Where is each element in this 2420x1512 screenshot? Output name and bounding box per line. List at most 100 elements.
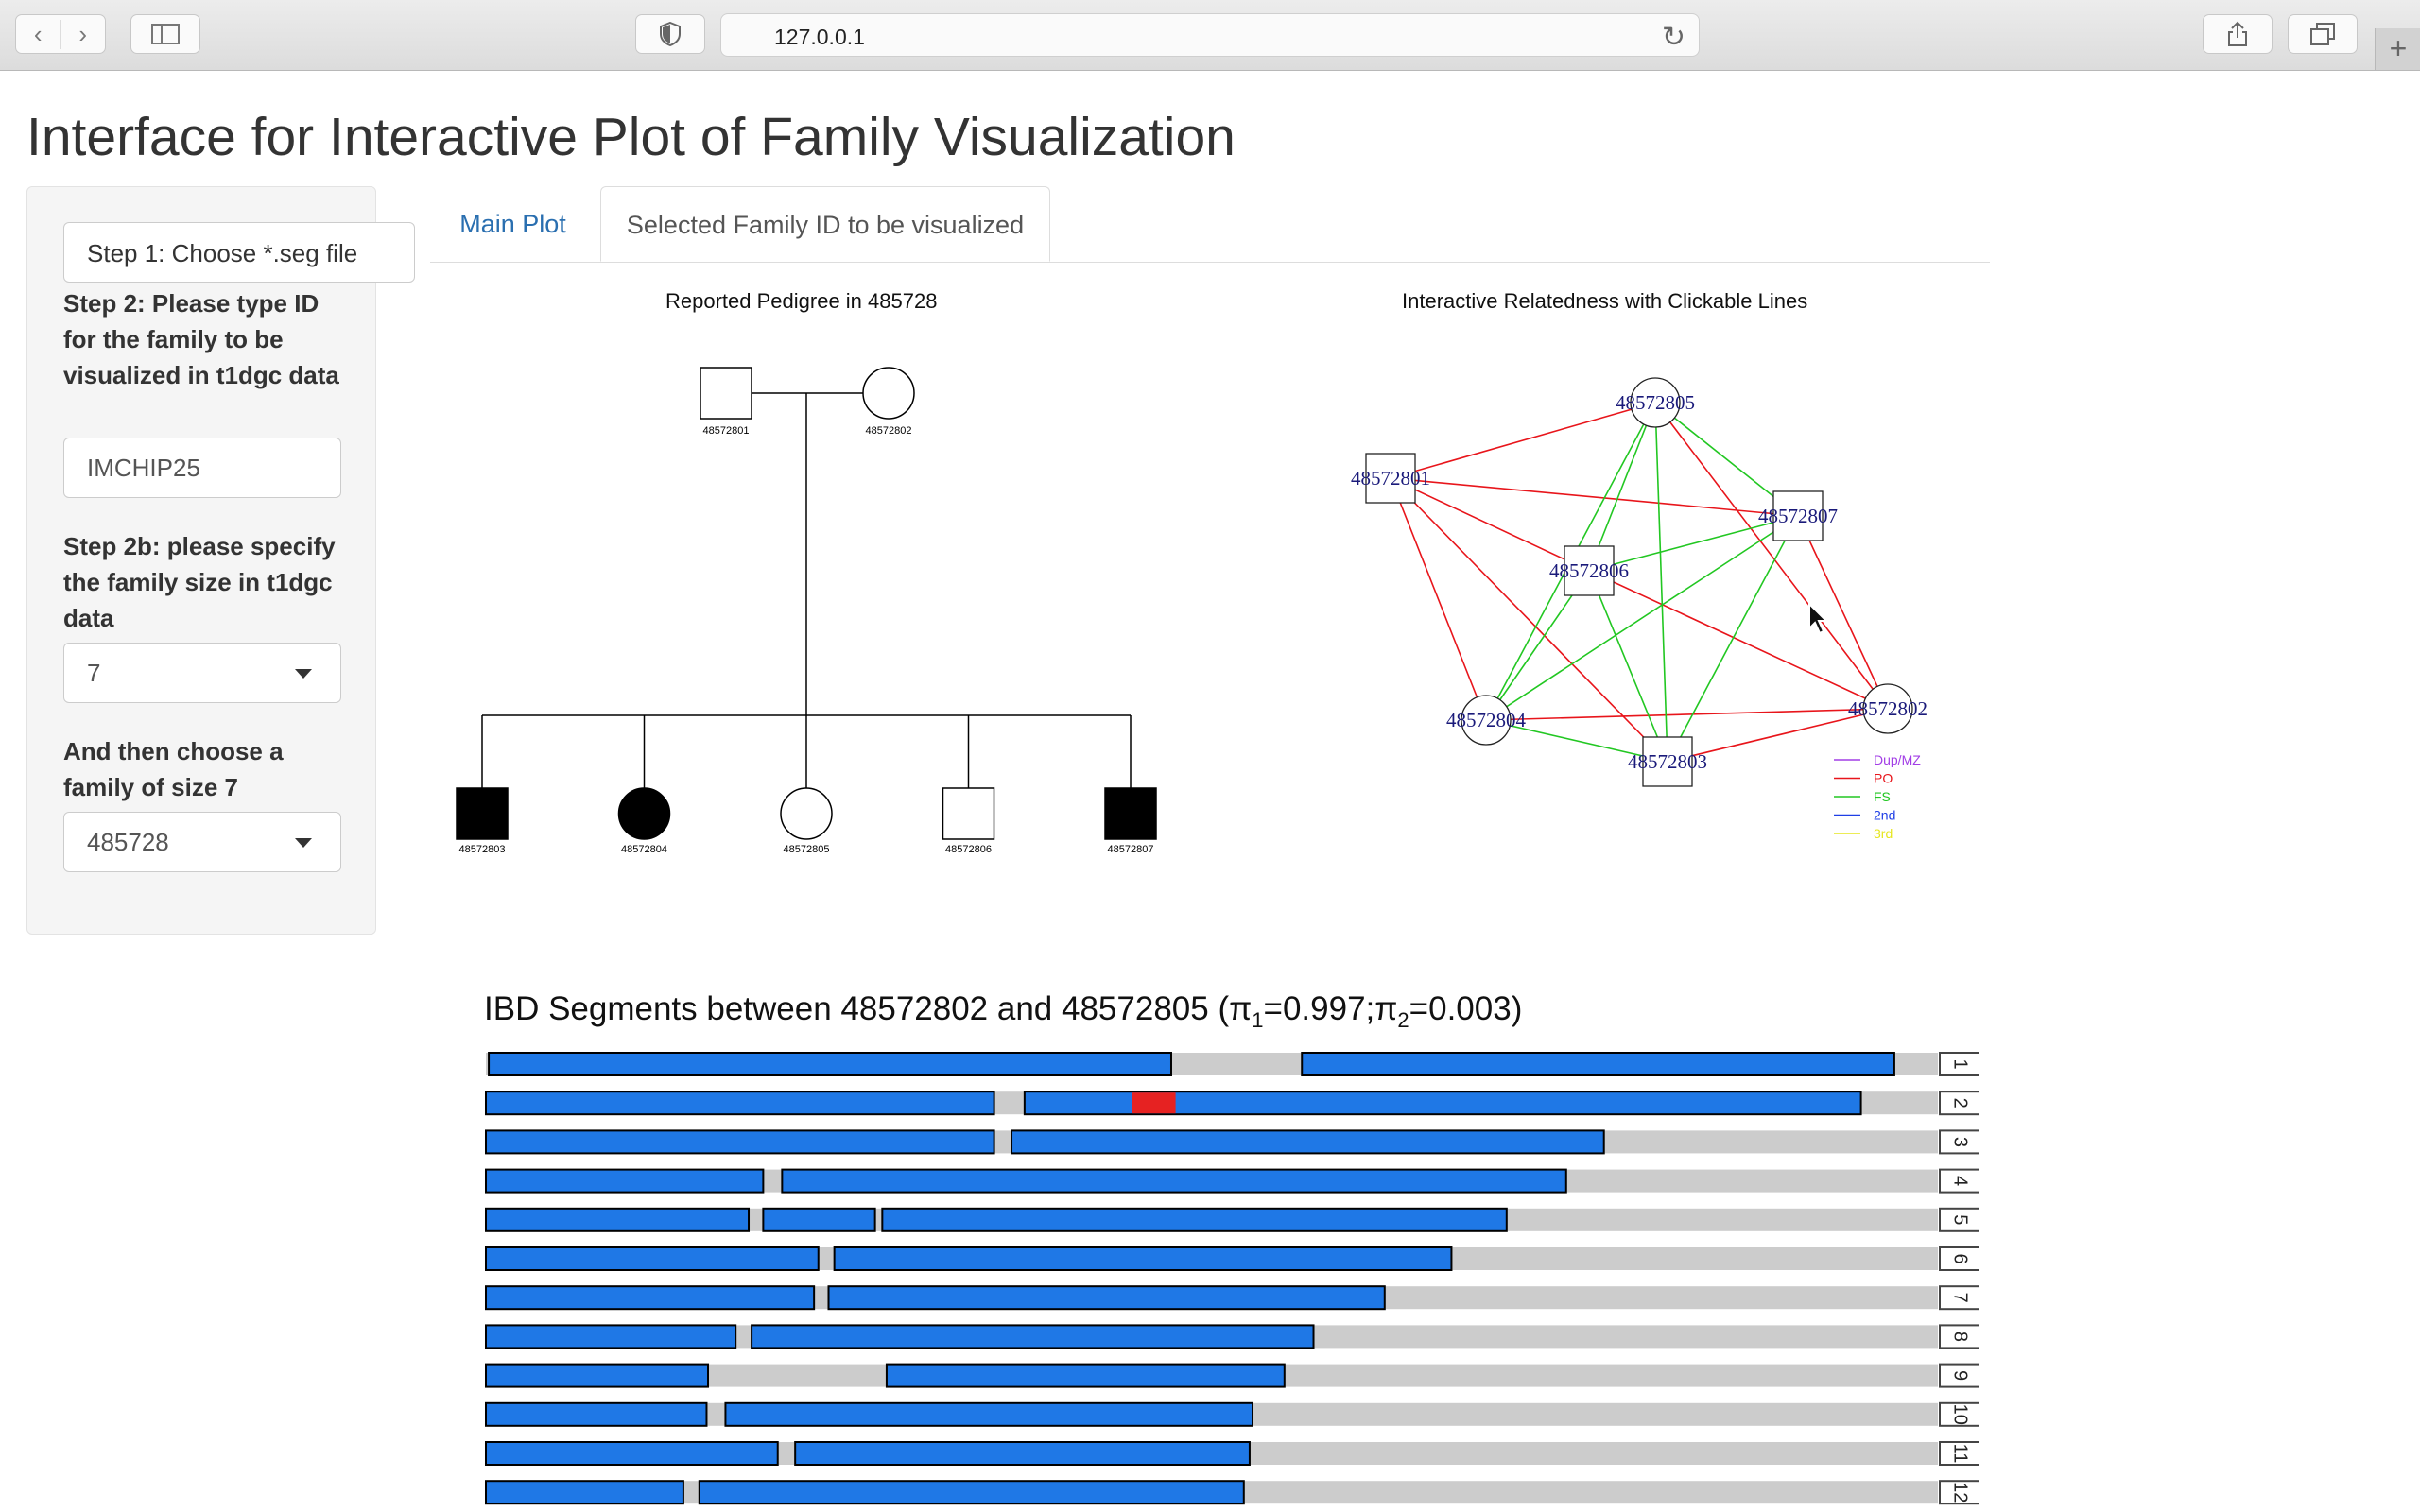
ibd1-segment xyxy=(762,1207,876,1232)
ibd1-segment xyxy=(485,1285,816,1311)
network-node-label: 48572803 xyxy=(1628,750,1707,773)
chromosome-number: 7 xyxy=(1950,1293,1971,1303)
family-size-select[interactable]: 7 xyxy=(63,643,341,703)
chromosome-label-box xyxy=(1939,1246,1979,1271)
pi2-subscript: 2 xyxy=(1397,1008,1409,1032)
mouse-cursor-icon xyxy=(1808,602,1829,635)
relatedness-edge xyxy=(1390,477,1668,763)
pi1-subscript: 1 xyxy=(1252,1008,1264,1032)
back-forward-group: ‹ › xyxy=(15,14,106,54)
choose-seg-file-button[interactable]: Step 1: Choose *.seg file xyxy=(63,222,415,283)
legend-label: 3rd xyxy=(1874,826,1893,841)
pedigree-plot: 48572801 48572802 48572803 48572804 48572805… xyxy=(456,367,1157,855)
relatedness-edge xyxy=(1654,402,1889,710)
ibd1-segment xyxy=(485,1091,995,1116)
ibd1-segment xyxy=(485,1129,995,1155)
pedigree-id-label: 48572806 xyxy=(945,844,992,855)
chromosome-number: 10 xyxy=(1950,1404,1971,1425)
network-node-48572801 xyxy=(1365,453,1416,504)
network-node-label: 48572807 xyxy=(1758,505,1838,527)
tabs-overview-button[interactable] xyxy=(2288,14,2358,54)
new-tab-button[interactable]: + xyxy=(2375,28,2420,70)
legend-label: FS xyxy=(1874,789,1891,804)
chromosome-number: 12 xyxy=(1950,1482,1971,1503)
ibd1-segment xyxy=(1011,1129,1605,1155)
relatedness-edge xyxy=(1390,477,1487,721)
relatedness-edge xyxy=(1797,515,1889,710)
chromosome-label-box xyxy=(1939,1441,1979,1466)
relatedness-edge xyxy=(1667,708,1889,763)
share-button[interactable] xyxy=(2203,14,2273,54)
url-text: 127.0.0.1 xyxy=(774,25,865,49)
tab-main-plot[interactable]: Main Plot xyxy=(459,210,566,238)
forward-icon[interactable]: › xyxy=(60,19,106,49)
pedigree-id-label: 48572802 xyxy=(866,425,912,437)
privacy-button[interactable] xyxy=(635,14,705,54)
pedigree-id-label: 48572807 xyxy=(1108,844,1154,855)
plus-icon: + xyxy=(2389,31,2408,65)
relatedness-edge xyxy=(1588,515,1799,572)
ibd1-segment xyxy=(485,1246,820,1271)
choose-family-label: And then choose a family of size 7 xyxy=(63,737,284,801)
relatedness-edge xyxy=(1390,477,1590,572)
ibd1-segment xyxy=(485,1168,765,1194)
relatedness-edge xyxy=(1588,570,1668,763)
network-node-48572804 xyxy=(1461,695,1512,746)
legend-label: 2nd xyxy=(1874,808,1895,823)
family-value: 485728 xyxy=(87,828,169,856)
network-node-48572805 xyxy=(1630,377,1681,428)
chromosome-label-box xyxy=(1939,1480,1979,1505)
chromosome-label-box xyxy=(1939,1207,1979,1232)
pedigree-male-48572803 xyxy=(456,787,509,840)
chromosome-label-box xyxy=(1939,1052,1979,1076)
chromosome-label-box xyxy=(1939,1285,1979,1311)
sidebar-toggle-button[interactable] xyxy=(130,14,200,54)
chromosome-label-box xyxy=(1939,1401,1979,1427)
pedigree-male-48572801 xyxy=(700,367,752,420)
chromosome-number: 3 xyxy=(1950,1137,1971,1147)
tab-selected-family[interactable]: Selected Family ID to be visualized xyxy=(600,186,1050,262)
relatedness-edge xyxy=(1667,515,1799,763)
ibd1-segment xyxy=(698,1480,1245,1505)
network-node-label: 48572802 xyxy=(1848,697,1927,720)
chromosome-label-box xyxy=(1939,1168,1979,1194)
relatedness-edge xyxy=(1485,515,1799,721)
pedigree-female-48572804 xyxy=(617,787,671,840)
ibd1-segment xyxy=(794,1441,1251,1466)
chromosome-number: 5 xyxy=(1950,1214,1971,1225)
relatedness-edge xyxy=(1390,477,1799,517)
pi2-value: =0.003) xyxy=(1409,990,1523,1027)
pedigree-male-48572806 xyxy=(942,787,995,840)
family-id-input[interactable]: IMCHIP25 xyxy=(63,438,341,498)
reload-icon[interactable]: ↻ xyxy=(1661,22,1685,53)
family-size-value: 7 xyxy=(87,659,101,687)
relatedness-network: 48572805 48572801 48572807 48572806 48572804… xyxy=(1351,377,1927,841)
ibd1-segment xyxy=(881,1207,1508,1232)
address-bar[interactable]: 127.0.0.1 ↻ xyxy=(720,13,1700,57)
family-select[interactable]: 485728 xyxy=(63,812,341,872)
pedigree-female-48572802 xyxy=(862,367,915,420)
network-node-label: 48572806 xyxy=(1549,559,1629,582)
relatedness-edge xyxy=(1390,402,1656,479)
ibd1-segment xyxy=(485,1324,737,1349)
ibd1-segment xyxy=(485,1441,779,1466)
back-icon[interactable]: ‹ xyxy=(33,19,43,48)
network-node-48572802 xyxy=(1862,683,1913,734)
pi1-value: =0.997; xyxy=(1263,990,1375,1027)
chromosome-number: 6 xyxy=(1950,1253,1971,1263)
chevron-down-icon xyxy=(295,838,312,848)
sidebar-icon xyxy=(151,24,180,44)
relatedness-edge xyxy=(1588,570,1889,710)
ibd1-segment xyxy=(1301,1052,1895,1076)
network-node-48572803 xyxy=(1642,736,1693,787)
ibd1-segment xyxy=(827,1285,1386,1311)
ibd1-segment xyxy=(485,1207,751,1232)
share-icon xyxy=(2228,21,2247,46)
chromosome-number: 9 xyxy=(1950,1370,1971,1381)
pedigree-id-label: 48572804 xyxy=(621,844,667,855)
ibd1-segment xyxy=(485,1363,710,1388)
legend-label: PO xyxy=(1874,771,1893,786)
ibd-title: IBD Segments between 48572802 and 485728… xyxy=(484,990,1522,1033)
chromosome-label-box xyxy=(1939,1324,1979,1349)
browser-toolbar: ‹ › 127.0.0.1 ↻ + xyxy=(0,0,2420,71)
